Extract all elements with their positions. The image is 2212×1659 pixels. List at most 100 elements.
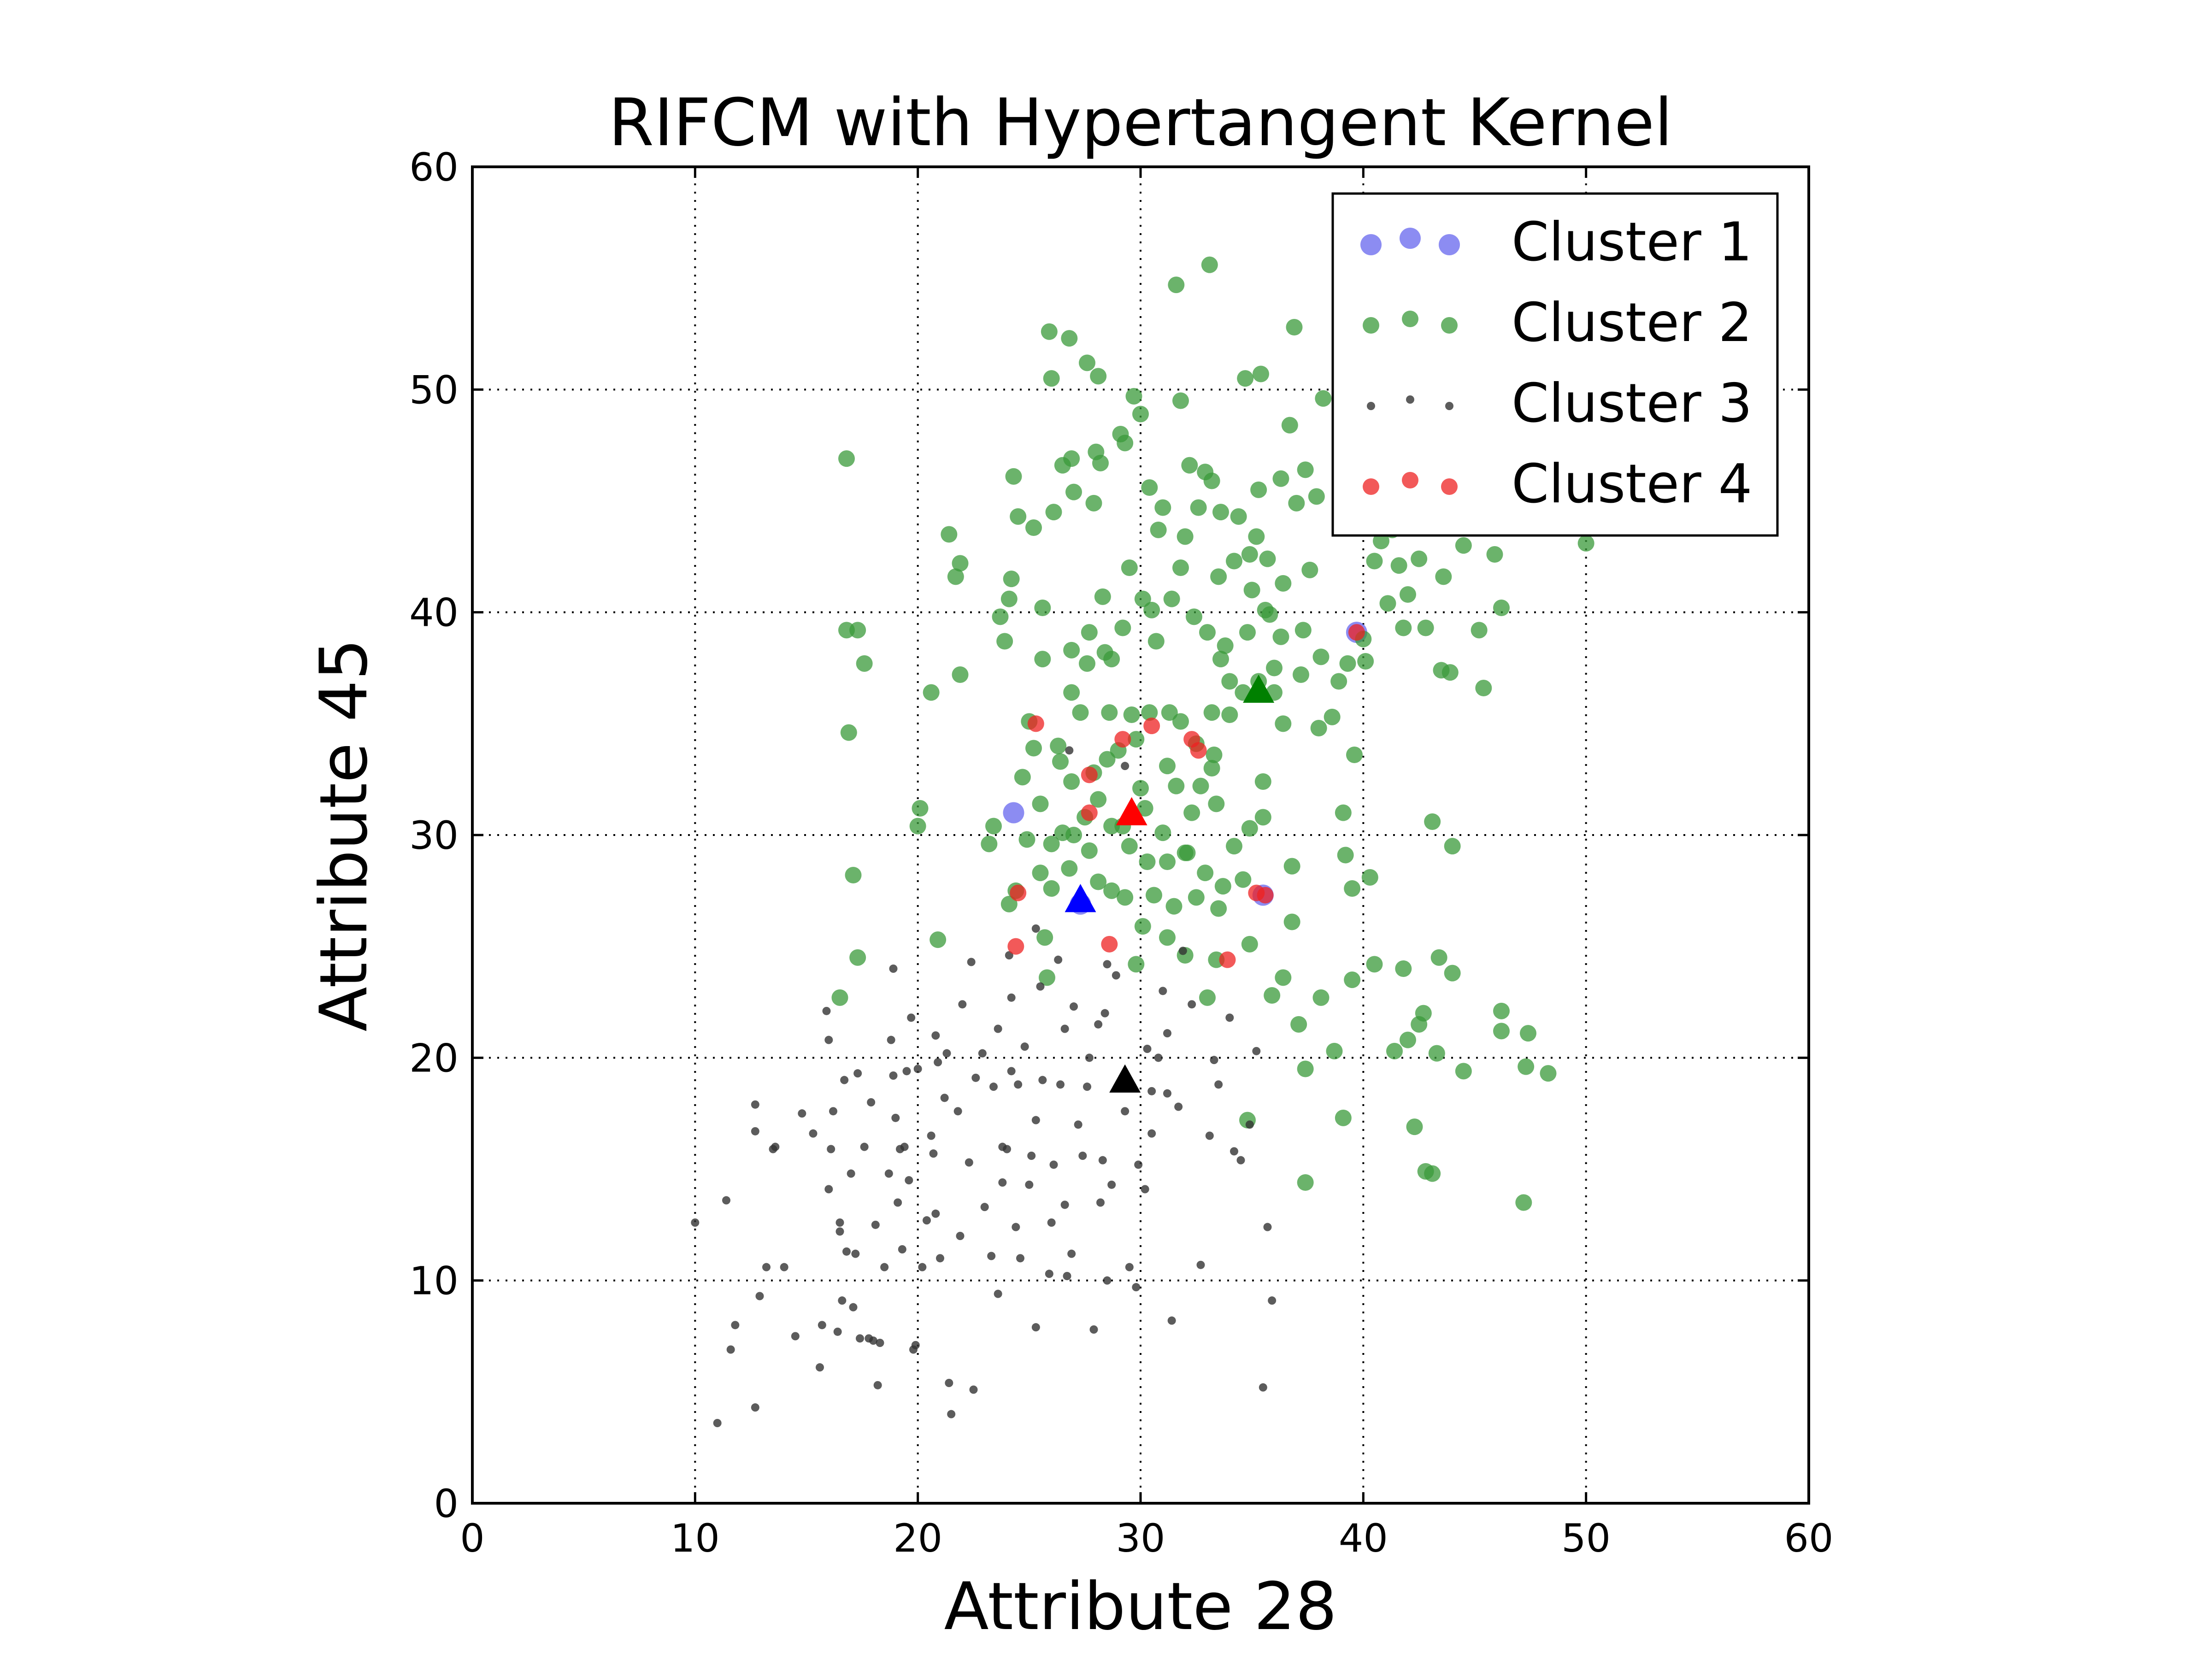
data-point: [1221, 706, 1238, 723]
data-point: [1000, 895, 1018, 912]
data-point: [1199, 624, 1216, 641]
data-point: [1159, 853, 1176, 870]
data-point: [816, 1363, 824, 1372]
data-point: [1424, 1165, 1441, 1182]
data-point: [1072, 704, 1089, 721]
data-point: [1052, 753, 1069, 770]
data-point: [1103, 882, 1120, 899]
data-point: [1577, 535, 1594, 552]
data-point: [1201, 256, 1218, 273]
data-point: [1079, 655, 1095, 672]
data-point: [978, 1049, 987, 1058]
data-point: [1400, 1031, 1416, 1048]
data-point: [994, 1289, 1002, 1298]
legend-marker: [1441, 478, 1458, 495]
data-point: [1045, 504, 1062, 521]
data-point: [867, 1098, 876, 1106]
data-point: [1217, 637, 1234, 654]
data-point: [1070, 1002, 1078, 1011]
legend-marker: [1441, 317, 1458, 334]
data-point: [1366, 956, 1383, 973]
data-point: [923, 684, 940, 701]
data-point: [691, 1218, 700, 1227]
legend-marker: [1360, 234, 1382, 255]
data-point: [880, 1263, 889, 1271]
data-point: [969, 1385, 978, 1394]
data-point: [751, 1127, 759, 1135]
data-point: [902, 1067, 911, 1076]
data-point: [992, 608, 1009, 625]
legend-marker: [1445, 402, 1453, 410]
data-point: [1335, 804, 1352, 821]
data-point: [1147, 633, 1165, 650]
data-point: [1253, 365, 1269, 382]
data-point: [1214, 1080, 1223, 1089]
data-point: [1226, 553, 1242, 570]
data-point: [911, 1341, 920, 1349]
data-point: [853, 1069, 862, 1078]
data-point: [849, 1303, 858, 1312]
data-point: [1257, 887, 1274, 904]
data-point: [1114, 619, 1131, 636]
data-point: [1014, 769, 1031, 786]
data-point: [1031, 1323, 1040, 1332]
data-point: [1061, 860, 1078, 877]
data-point: [1163, 1089, 1171, 1098]
data-point: [1027, 1152, 1036, 1160]
legend-label: Cluster 4: [1512, 453, 1752, 515]
data-point: [1085, 494, 1102, 512]
data-point: [1188, 889, 1205, 906]
data-point: [945, 1379, 953, 1387]
data-point: [1049, 1160, 1058, 1169]
data-point: [1196, 1260, 1205, 1269]
data-point: [1177, 528, 1194, 545]
data-point: [1043, 835, 1060, 853]
x-tick-label: 60: [1784, 1516, 1834, 1561]
x-tick-label: 10: [671, 1516, 720, 1561]
data-point: [884, 1169, 893, 1178]
data-point: [913, 1065, 922, 1073]
data-point: [1159, 987, 1167, 995]
data-point: [1444, 838, 1461, 855]
data-point: [1239, 624, 1256, 641]
data-point: [930, 931, 947, 948]
legend-marker: [1400, 228, 1421, 249]
data-point: [1132, 1283, 1141, 1292]
data-point: [1141, 704, 1158, 721]
data-point: [1415, 1005, 1432, 1022]
data-point: [1172, 392, 1189, 409]
data-point: [1100, 1009, 1109, 1018]
centroid-markers: [1065, 674, 1275, 1093]
data-point: [1417, 619, 1434, 636]
data-point: [936, 1254, 944, 1263]
data-point: [1034, 600, 1051, 616]
data-point: [1254, 773, 1271, 790]
data-point: [831, 989, 848, 1006]
data-point: [1390, 557, 1407, 574]
data-point: [1114, 731, 1131, 748]
data-point: [891, 1113, 900, 1122]
data-point: [931, 1209, 940, 1218]
data-point: [1520, 1025, 1536, 1042]
data-point: [842, 1247, 851, 1256]
data-point: [1020, 1042, 1029, 1051]
data-point: [1165, 898, 1182, 915]
data-point: [824, 1035, 833, 1044]
data-point: [1083, 1082, 1091, 1091]
data-point: [1272, 628, 1289, 645]
data-point: [849, 949, 866, 966]
data-point: [1281, 417, 1298, 434]
data-point: [1090, 791, 1107, 808]
data-point: [998, 1178, 1007, 1187]
legend: Cluster 1 Cluster 2 Cluster 3 Cluster 4: [1331, 192, 1779, 537]
data-point: [1174, 1102, 1183, 1111]
data-point: [1003, 1145, 1011, 1153]
data-point: [1054, 955, 1063, 964]
data-point: [1103, 1276, 1112, 1285]
data-point: [1203, 472, 1220, 489]
data-point: [1241, 935, 1258, 953]
data-point: [1139, 853, 1156, 870]
data-point: [1031, 924, 1040, 933]
data-point: [851, 1249, 860, 1258]
data-point: [1226, 838, 1242, 855]
